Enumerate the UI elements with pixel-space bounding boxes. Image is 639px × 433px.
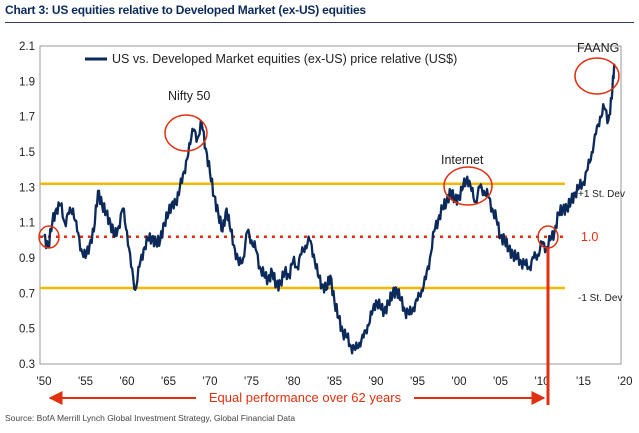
nifty50-label: Nifty 50 xyxy=(168,89,210,103)
parity-label: 1.0 xyxy=(581,230,598,244)
x-tick-label: '05 xyxy=(493,376,508,388)
x-tick-label: '50 xyxy=(37,376,52,388)
minus-one-std-dev-label: -1 St. Dev xyxy=(578,293,622,304)
x-tick-label: '10 xyxy=(535,376,550,388)
x-tick-label: '00 xyxy=(452,376,467,388)
x-tick-label: '20 xyxy=(618,376,633,388)
y-tick-label: 1.1 xyxy=(19,218,35,230)
x-tick-label: '55 xyxy=(78,376,93,388)
x-tick-label: '65 xyxy=(161,376,176,388)
y-tick-label: 2.1 xyxy=(19,41,35,53)
start-parity-circle xyxy=(38,225,60,249)
faang-circle xyxy=(574,57,620,95)
chart-title: Chart 3: US equities relative to Develop… xyxy=(5,3,366,17)
y-tick-label: 0.3 xyxy=(19,359,35,371)
internet-circle xyxy=(443,166,493,206)
internet-label: Internet xyxy=(441,153,484,167)
x-axis: '50 '55 '60 '65 '70 '75 '80 '85 '90 '95 … xyxy=(37,376,633,388)
title-divider xyxy=(5,22,634,23)
y-tick-label: 0.9 xyxy=(19,253,35,265)
x-tick-label: '15 xyxy=(576,376,591,388)
equal-performance-label: Equal performance over 62 years xyxy=(209,390,402,405)
nifty50-circle xyxy=(164,114,208,152)
arrow-label-background xyxy=(196,388,414,407)
x-tick-label: '80 xyxy=(286,376,301,388)
y-tick-label: 1.9 xyxy=(19,76,35,88)
faang-label: FAANG xyxy=(577,41,619,55)
series-line xyxy=(42,63,616,355)
y-tick-label: 1.7 xyxy=(19,112,35,124)
x-tick-label: '70 xyxy=(203,376,218,388)
x-tick-label: '90 xyxy=(369,376,384,388)
x-tick-label: '85 xyxy=(327,376,342,388)
y-axis: 2.1 1.9 1.7 1.5 1.3 1.1 0.9 0.7 0.5 0.3 xyxy=(19,41,35,371)
x-tick-label: '75 xyxy=(244,376,259,388)
legend-label: US vs. Developed Market equities (ex-US)… xyxy=(112,52,457,66)
x-tick-label: '95 xyxy=(410,376,425,388)
y-tick-label: 1.3 xyxy=(19,182,35,194)
plot-frame xyxy=(39,45,622,365)
source-note: Source: BofA Merrill Lynch Global Invest… xyxy=(5,413,296,423)
x-tick-label: '60 xyxy=(120,376,135,388)
y-tick-label: 0.5 xyxy=(19,324,35,336)
plus-one-std-dev-label: +1 St. Dev xyxy=(578,189,625,200)
y-tick-label: 0.7 xyxy=(19,288,35,300)
y-tick-label: 1.5 xyxy=(19,147,35,159)
